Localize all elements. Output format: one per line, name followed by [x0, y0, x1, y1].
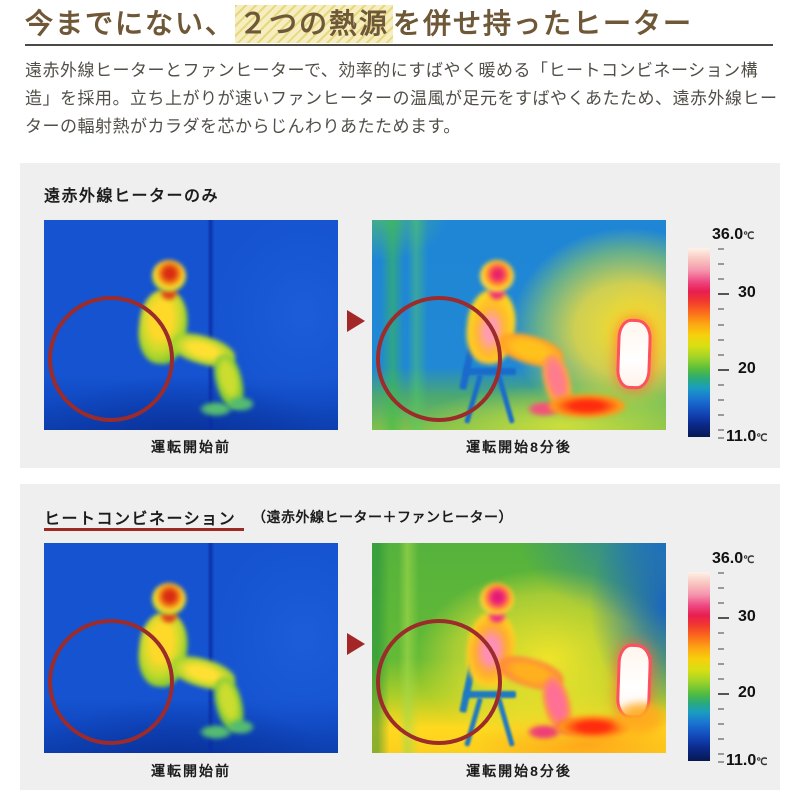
title-text-pre: 今までにない、 [25, 8, 236, 39]
person-foot [528, 725, 560, 739]
scale-label-min: 11.0℃ [726, 428, 768, 445]
title-highlight: ２つの熱源 [235, 5, 394, 43]
person-head [152, 583, 186, 615]
arrow-right-icon [347, 310, 365, 332]
temperature-scale: 36.0℃ 30 20 11.0℃ [688, 550, 784, 773]
caption-after: 運転開始8分後 [466, 439, 572, 455]
caption-before: 運転開始前 [151, 439, 231, 455]
arrow-right-icon [347, 633, 365, 655]
scale-label-max: 36.0℃ [712, 550, 755, 567]
caption-before: 運転開始前 [151, 763, 231, 779]
scale-label-30: 30 [738, 284, 756, 301]
person-foot [228, 397, 254, 411]
title-underline [25, 44, 773, 46]
title-text-post: を併せ持ったヒーター [393, 8, 694, 39]
floor-highlight-circle [48, 296, 174, 422]
person-head [152, 260, 186, 292]
person-foot [228, 720, 254, 734]
thermal-image-after-8min [372, 220, 666, 430]
scale-label-30: 30 [738, 608, 756, 625]
page-title: 今までにない、 ２つの熱源 を併せ持ったヒーター [25, 5, 785, 43]
chair [496, 697, 515, 747]
section-combination-title: ヒートコンビネーション [44, 511, 237, 528]
scale-ticks [718, 248, 730, 439]
floor-hotspot [548, 394, 626, 418]
scale-label-max: 36.0℃ [712, 226, 755, 243]
section-infrared-only: 遠赤外線ヒーターのみ [20, 163, 780, 468]
section-combination-subtitle: （遠赤外線ヒーター＋ファンヒーター） [252, 509, 513, 525]
person-foot [200, 402, 232, 416]
section-heat-combination: ヒートコンビネーション （遠赤外線ヒーター＋ファンヒーター） [20, 484, 780, 790]
section-infrared-title: 遠赤外線ヒーターのみ [44, 188, 220, 205]
caption-after: 運転開始8分後 [466, 763, 572, 779]
intro-paragraph: 遠赤外線ヒーターとファンヒーターで、効率的にすばやく暖める「ヒートコンビネーショ… [25, 61, 778, 136]
thermal-image-before-start [44, 220, 338, 430]
scale-label-20: 20 [738, 360, 756, 377]
chair [496, 374, 515, 424]
thermal-image-before-start [44, 543, 338, 753]
person-head [480, 260, 514, 292]
temperature-gradient-bar [688, 572, 710, 761]
person-foot [200, 725, 232, 739]
thermal-image-after-8min [372, 543, 666, 753]
scale-label-20: 20 [738, 684, 756, 701]
floor-highlight-circle [376, 619, 502, 745]
title-red-underline [44, 528, 244, 531]
scale-label-min: 11.0℃ [726, 752, 768, 769]
scale-ticks [718, 572, 730, 763]
heater-glow [614, 701, 666, 735]
temperature-gradient-bar [688, 248, 710, 437]
floor-highlight-circle [48, 619, 174, 745]
person-head [480, 583, 514, 615]
temperature-scale: 36.0℃ 30 20 11.0℃ [688, 226, 784, 449]
heater-device [618, 321, 650, 387]
floor-highlight-circle [376, 296, 502, 422]
